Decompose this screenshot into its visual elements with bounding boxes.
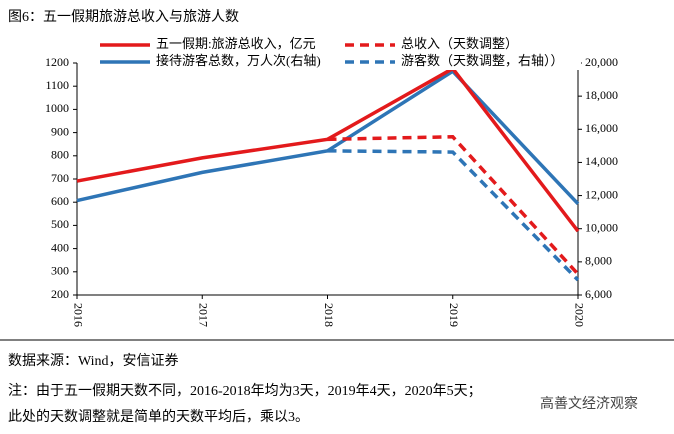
y-tick-label: 900 bbox=[51, 124, 69, 138]
y-tick-label: 500 bbox=[51, 217, 69, 231]
y2-tick-label: 20,000 bbox=[585, 55, 618, 69]
note: 注：由于五一假期天数不同，2016-2018年均为3天，2019年4天，2020… bbox=[8, 383, 482, 399]
legend-bg bbox=[341, 37, 581, 53]
y-tick-label: 1000 bbox=[45, 101, 69, 115]
x-tick-label: 2019 bbox=[447, 303, 461, 327]
legend-label: 接待游客总数，万人次(右轴) bbox=[156, 53, 321, 68]
y2-tick-label: 18,000 bbox=[585, 88, 618, 102]
source: 数据来源：Wind，安信证券 bbox=[8, 353, 179, 369]
y2-tick-label: 10,000 bbox=[585, 220, 618, 234]
y-tick-label: 1100 bbox=[45, 78, 69, 92]
y-tick-label: 400 bbox=[51, 240, 69, 254]
y-tick-label: 800 bbox=[51, 148, 69, 162]
y2-tick-label: 8,000 bbox=[585, 254, 612, 268]
y2-tick-label: 16,000 bbox=[585, 121, 618, 135]
y2-tick-label: 6,000 bbox=[585, 287, 612, 301]
legend-label: 总收入（天数调整） bbox=[401, 36, 518, 51]
series-line bbox=[327, 135, 580, 276]
y-tick-label: 600 bbox=[51, 194, 69, 208]
x-tick-label: 2016 bbox=[71, 303, 85, 327]
x-tick-label: 2020 bbox=[572, 303, 586, 327]
y-tick-label: 200 bbox=[51, 287, 69, 301]
watermark: 高善文经济观察 bbox=[540, 395, 638, 412]
y-tick-label: 300 bbox=[51, 264, 69, 278]
y2-tick-label: 14,000 bbox=[585, 154, 618, 168]
y-tick-label: 1200 bbox=[45, 55, 69, 69]
legend-bg bbox=[96, 54, 336, 70]
x-tick-label: 2017 bbox=[197, 303, 211, 327]
legend-bg bbox=[341, 54, 581, 70]
legend-label: 五一假期:旅游总收入，亿元 bbox=[156, 36, 316, 51]
legend-label: 游客数（天数调整，右轴）） bbox=[401, 53, 564, 68]
chart-title: 图6：五一假期旅游总收入与旅游人数 bbox=[8, 9, 239, 25]
y-tick-label: 700 bbox=[51, 171, 69, 185]
series-line bbox=[327, 149, 580, 282]
y2-tick-label: 12,000 bbox=[585, 187, 618, 201]
note: 此处的天数调整就是简单的天数平均后，乘以3。 bbox=[8, 408, 309, 425]
legend-bg bbox=[96, 37, 336, 53]
x-tick-label: 2018 bbox=[322, 303, 336, 327]
